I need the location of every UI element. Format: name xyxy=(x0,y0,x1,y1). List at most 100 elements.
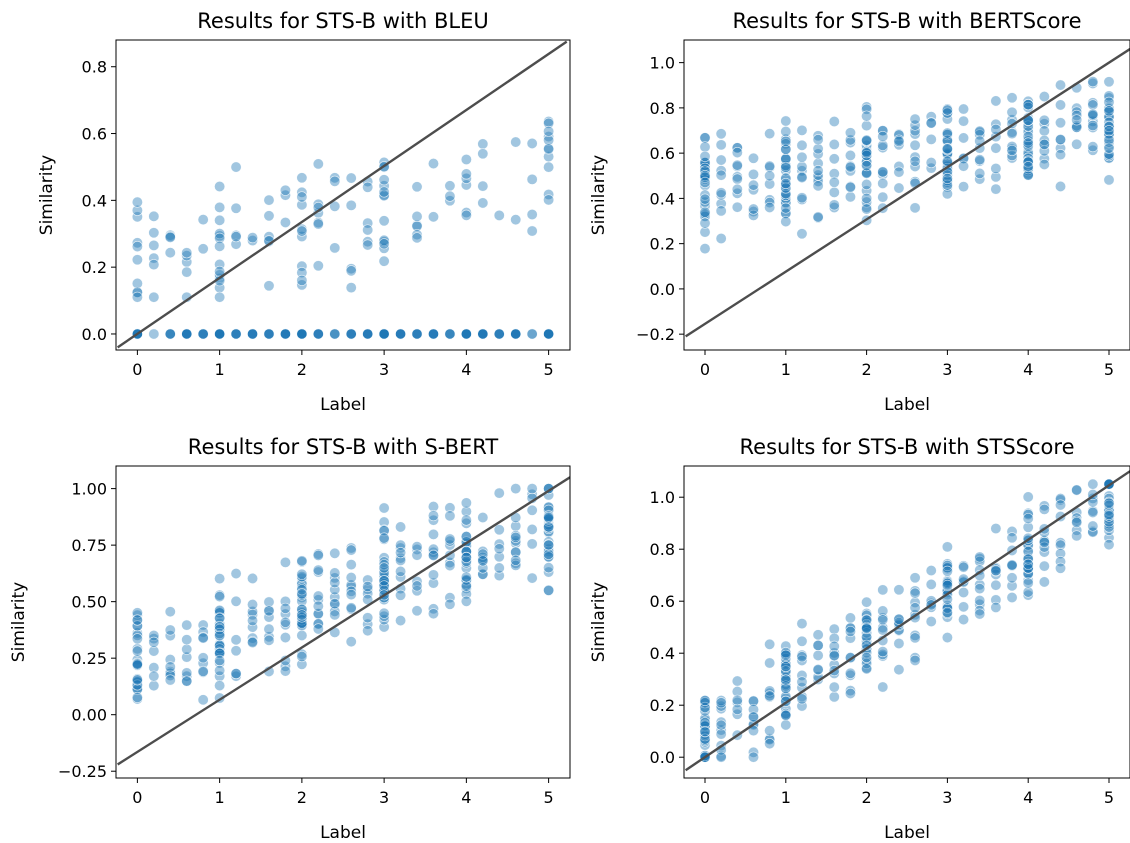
y-tick-label: 0.8 xyxy=(650,99,675,118)
scatter-point xyxy=(941,127,953,139)
scatter-point xyxy=(296,279,308,291)
scatter-point xyxy=(909,602,921,614)
scatter-point xyxy=(329,547,341,559)
scatter-point xyxy=(861,178,873,190)
scatter-point xyxy=(378,328,390,340)
scatter-point xyxy=(247,637,259,649)
scatter-point xyxy=(148,645,160,657)
scatter-point xyxy=(148,662,160,674)
scatter-point xyxy=(444,592,456,604)
scatter-point xyxy=(941,173,953,185)
scatter-point xyxy=(1055,180,1067,192)
scatter-point xyxy=(1071,484,1083,496)
scatter-point xyxy=(181,247,193,259)
x-tick-label: 2 xyxy=(862,360,872,379)
scatter-point xyxy=(460,555,472,567)
scatter-point xyxy=(378,607,390,619)
scatter-point xyxy=(543,143,555,155)
scatter-point xyxy=(974,583,986,595)
scatter-point xyxy=(1103,134,1115,146)
scatter-point xyxy=(780,671,792,683)
scatter-point xyxy=(329,242,341,254)
scatter-point xyxy=(958,561,970,573)
scatter-point xyxy=(844,622,856,634)
scatter-point xyxy=(780,665,792,677)
scatter-point xyxy=(796,228,808,240)
scatter-point xyxy=(427,158,439,170)
scatter-point xyxy=(958,115,970,127)
scatter-point xyxy=(974,608,986,620)
scatter-point xyxy=(780,143,792,155)
x-tick-label: 1 xyxy=(215,788,225,807)
scatter-point xyxy=(1103,539,1115,551)
scatter-point xyxy=(444,328,456,340)
scatter-point xyxy=(861,156,873,168)
scatter-point xyxy=(460,497,472,509)
scatter-point xyxy=(1006,572,1018,584)
scatter-point xyxy=(543,551,555,563)
scatter-point xyxy=(1038,138,1050,150)
scatter-point xyxy=(747,206,759,218)
scatter-point xyxy=(296,328,308,340)
scatter-point xyxy=(181,619,193,631)
scatter-point xyxy=(828,199,840,211)
scatter-point xyxy=(974,129,986,141)
scatter-point xyxy=(780,647,792,659)
scatter-point xyxy=(1006,525,1018,537)
scatter-point xyxy=(444,195,456,207)
scatter-point xyxy=(828,647,840,659)
y-tick-label: 0.0 xyxy=(82,325,107,344)
scatter-point xyxy=(362,239,374,251)
scatter-point xyxy=(460,328,472,340)
x-tick-label: 5 xyxy=(1104,788,1114,807)
scatter-point xyxy=(477,328,489,340)
scatter-point xyxy=(715,205,727,217)
scatter-point xyxy=(844,191,856,203)
scatter-point xyxy=(395,565,407,577)
scatter-point xyxy=(844,181,856,193)
scatter-point xyxy=(148,227,160,239)
scatter-point xyxy=(312,328,324,340)
scatter-point xyxy=(444,190,456,202)
scatter-point xyxy=(164,630,176,642)
scatter-point xyxy=(460,571,472,583)
scatter-point xyxy=(1103,136,1115,148)
x-tick-label: 3 xyxy=(379,788,389,807)
scatter-point xyxy=(1038,503,1050,515)
scatter-point xyxy=(329,328,341,340)
scatter-point xyxy=(780,182,792,194)
scatter-point xyxy=(844,149,856,161)
identity-line xyxy=(116,40,568,349)
scatter-point xyxy=(1022,99,1034,111)
scatter-point xyxy=(460,517,472,529)
scatter-point xyxy=(214,665,226,677)
scatter-point xyxy=(493,209,505,221)
x-tick-label: 4 xyxy=(461,788,471,807)
scatter-point xyxy=(411,580,423,592)
scatter-point xyxy=(1022,137,1034,149)
x-tick-label: 2 xyxy=(862,788,872,807)
scatter-point xyxy=(543,521,555,533)
scatter-point xyxy=(131,633,143,645)
scatter-point xyxy=(164,606,176,618)
x-tick-label: 5 xyxy=(1104,360,1114,379)
scatter-point xyxy=(263,210,275,222)
scatter-point xyxy=(699,730,711,742)
x-tick-label: 4 xyxy=(1023,788,1033,807)
scatter-point xyxy=(345,559,357,571)
scatter-point xyxy=(493,570,505,582)
scatter-point xyxy=(925,111,937,123)
scatter-point xyxy=(230,670,242,682)
scatter-point xyxy=(1071,524,1083,536)
scatter-point xyxy=(510,214,522,226)
scatter-point xyxy=(1071,530,1083,542)
scatter-point xyxy=(395,521,407,533)
scatter-point xyxy=(460,153,472,165)
scatter-point xyxy=(796,676,808,688)
scatter-point xyxy=(263,611,275,623)
scatter-point xyxy=(312,564,324,576)
scatter-point xyxy=(796,161,808,173)
identity-line xyxy=(117,476,570,766)
scatter-point xyxy=(731,159,743,171)
scatter-point xyxy=(1087,119,1099,131)
